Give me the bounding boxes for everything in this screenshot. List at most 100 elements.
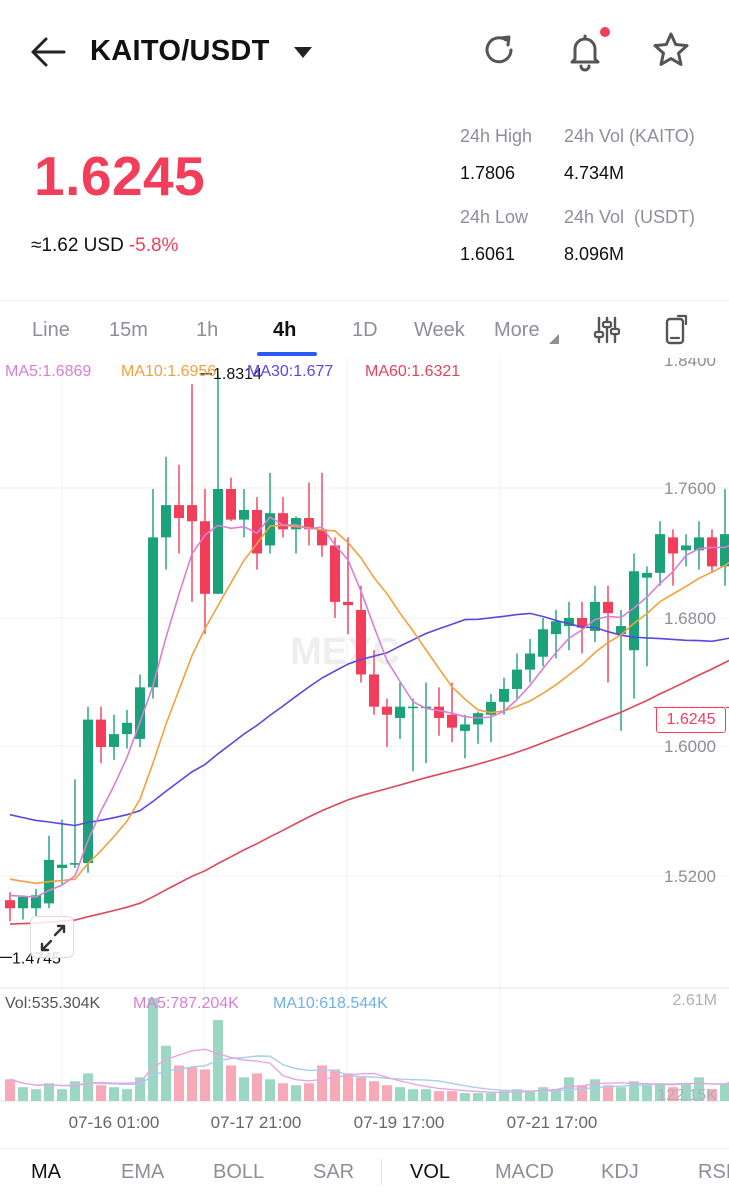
- candle-body: [5, 900, 15, 909]
- candle-body: [304, 518, 314, 530]
- candle-body: [382, 706, 392, 715]
- candle-body: [538, 629, 548, 657]
- vol-quote-label: 24h Vol (USDT): [564, 207, 696, 227]
- current-price-tag: 1.6245: [656, 707, 726, 733]
- volume-bar: [304, 1083, 314, 1101]
- ind-tab-rsi[interactable]: RSI: [698, 1161, 729, 1183]
- price-summary: 1.6245 ≈1.62 USD -5.8% 24h High 1.7806 24…: [0, 104, 729, 300]
- caret-down-icon[interactable]: [292, 44, 314, 60]
- refresh-icon[interactable]: [478, 28, 522, 72]
- high-value: 1.7806: [460, 163, 516, 183]
- volume-bar: [408, 1089, 418, 1101]
- ind-tab-ma[interactable]: MA: [31, 1161, 61, 1183]
- kline-chart[interactable]: MEXC 1.8400 1.7600 1.6800 1.6000 1.5200 2.61M…: [0, 358, 729, 1148]
- volume-bar: [499, 1091, 509, 1101]
- candle-body: [590, 601, 600, 631]
- low-label: 24h Low: [460, 207, 529, 227]
- tab-1h[interactable]: 1h: [196, 319, 219, 341]
- ma-lines: [9, 516, 729, 925]
- volume-bar: [720, 1083, 729, 1101]
- tab-1d[interactable]: 1D: [352, 319, 378, 341]
- candle-body: [681, 545, 691, 551]
- candle-body: [31, 895, 41, 909]
- candle-body: [343, 601, 353, 606]
- vol-base-value: 4.734M: [564, 163, 625, 183]
- volume-bar: [278, 1083, 288, 1101]
- candle-body: [447, 714, 457, 728]
- volume-bar: [317, 1065, 327, 1101]
- indicator-tabs: MA EMA BOLL SAR VOL MACD KDJ RSI: [0, 1148, 729, 1200]
- tab-week[interactable]: Week: [414, 319, 465, 341]
- candle-body: [564, 618, 574, 627]
- high-label: 24h High: [460, 126, 533, 146]
- candle-body: [18, 896, 28, 909]
- volume-bar: [356, 1077, 366, 1101]
- axis-labels: 1.8400 1.7600 1.6800 1.6000 1.5200 2.61M 122.1…: [69, 358, 718, 1132]
- candle-body: [629, 571, 639, 651]
- ma5-legend: MA5:1.6869: [5, 363, 92, 380]
- volume-bar: [291, 1085, 301, 1101]
- orientation-toggle-icon[interactable]: [659, 313, 693, 347]
- bell-icon[interactable]: [563, 28, 607, 72]
- vol-ma10-legend: MA10:618.544K: [273, 995, 388, 1012]
- candle-body: [486, 701, 496, 715]
- volume-bar: [525, 1091, 535, 1101]
- price-axis-label: 1.5200: [664, 867, 716, 886]
- price-axis-label: 1.6000: [664, 737, 716, 756]
- candle-body: [395, 706, 405, 718]
- ma60-line: [9, 659, 729, 925]
- volume-bar: [187, 1067, 197, 1101]
- ma30-line: [9, 612, 729, 827]
- indicator-settings-icon[interactable]: [590, 313, 624, 347]
- candle-body: [356, 609, 366, 675]
- ind-tab-ema[interactable]: EMA: [121, 1161, 165, 1183]
- candle-body: [616, 626, 626, 635]
- ind-tab-macd[interactable]: MACD: [495, 1161, 554, 1183]
- volume-bar: [200, 1069, 210, 1101]
- vol-ma5-line: [9, 1048, 729, 1093]
- candle-body: [720, 534, 729, 567]
- candle-body: [83, 719, 93, 864]
- time-axis-label: 07-19 17:00: [354, 1113, 445, 1132]
- active-tab-underline: [257, 352, 317, 356]
- expand-chart-button[interactable]: [30, 916, 74, 958]
- pair-title[interactable]: KAITO/USDT: [90, 35, 270, 67]
- ma10-line: [9, 524, 729, 885]
- vol-legend: Vol:535.304K: [5, 995, 101, 1012]
- candle-body: [707, 537, 717, 567]
- ind-tab-sar[interactable]: SAR: [313, 1161, 355, 1183]
- candle-body: [551, 621, 561, 635]
- volume-bar: [122, 1089, 132, 1101]
- candle-body: [161, 505, 171, 538]
- kline-chart-canvas[interactable]: MEXC 1.84001.76001.68001.60001.52002.61M…: [0, 358, 729, 1148]
- chart-grid: [0, 358, 729, 1102]
- volume-bar: [83, 1073, 93, 1101]
- candle-body: [603, 601, 613, 614]
- expand-icon: [40, 924, 66, 952]
- vol-quote-value: 8.096M: [564, 244, 625, 264]
- candle-body: [668, 537, 678, 554]
- candle-body: [174, 505, 184, 519]
- candle-body: [239, 509, 249, 520]
- volume-bar: [486, 1093, 496, 1101]
- candle-body: [330, 545, 340, 602]
- usd-equivalent: ≈1.62 USD -5.8%: [31, 235, 178, 257]
- ind-tab-kdj[interactable]: KDJ: [601, 1161, 639, 1183]
- volume-bar: [616, 1087, 626, 1101]
- volume-bar: [343, 1073, 353, 1101]
- volume-bar: [252, 1073, 262, 1101]
- back-arrow-icon[interactable]: [26, 30, 70, 74]
- tab-15m[interactable]: 15m: [109, 319, 148, 341]
- tab-4h[interactable]: 4h: [273, 319, 297, 341]
- ind-tab-boll[interactable]: BOLL: [213, 1161, 265, 1183]
- tab-line[interactable]: Line: [32, 319, 70, 341]
- volume-bar: [5, 1079, 15, 1101]
- volume-bar: [330, 1069, 340, 1101]
- candle-body: [317, 529, 327, 546]
- tab-more[interactable]: More: [494, 319, 540, 341]
- star-icon[interactable]: [649, 28, 693, 72]
- volume-bar: [226, 1065, 236, 1101]
- max-price-label: 1.8314: [213, 366, 262, 383]
- ind-tab-vol[interactable]: VOL: [410, 1161, 451, 1183]
- volume-axis-min: 122.15K: [657, 1087, 717, 1104]
